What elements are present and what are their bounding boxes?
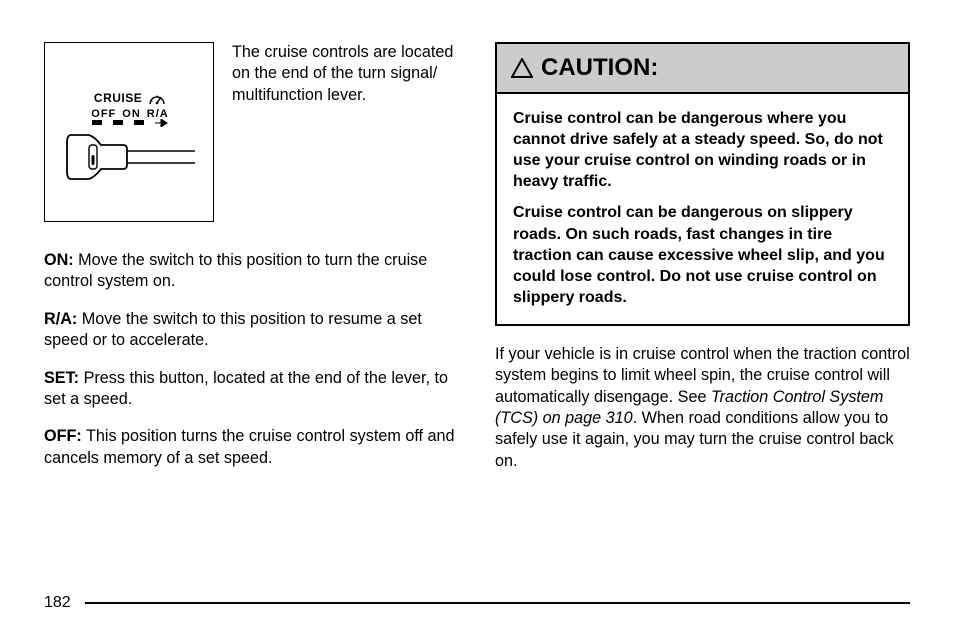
arrow-icon: [155, 119, 169, 127]
set-term: SET:: [44, 369, 79, 387]
left-column: CRUISE OFFONR/A: [44, 42, 459, 582]
set-desc: Press this button, located at the end of…: [44, 369, 448, 408]
diagram-intro-row: CRUISE OFFONR/A: [44, 42, 459, 222]
page-content: CRUISE OFFONR/A: [44, 42, 910, 582]
tick: [134, 120, 144, 125]
ra-desc: Move the switch to this position to resu…: [44, 310, 422, 349]
on-term: ON:: [44, 251, 74, 269]
caution-para-1: Cruise control can be dangerous where yo…: [513, 108, 892, 192]
caution-box: CAUTION: Cruise control can be dangerous…: [495, 42, 910, 326]
caution-header: CAUTION:: [497, 44, 908, 94]
off-desc: This position turns the cruise control s…: [44, 427, 455, 466]
set-definition: SET: Press this button, located at the e…: [44, 368, 459, 411]
lever-icon: [65, 129, 195, 187]
footer-rule: [85, 602, 910, 604]
cruise-word: CRUISE: [94, 91, 142, 105]
intro-paragraph: The cruise controls are located on the e…: [232, 42, 459, 222]
tick: [92, 120, 102, 125]
ra-definition: R/A: Move the switch to this position to…: [44, 309, 459, 352]
speedometer-icon: [148, 92, 166, 106]
diagram-title: CRUISE: [61, 91, 199, 106]
caution-title: CAUTION:: [541, 54, 658, 82]
caution-body: Cruise control can be dangerous where yo…: [497, 94, 908, 324]
off-term: OFF:: [44, 427, 82, 445]
caution-para-2: Cruise control can be dangerous on slipp…: [513, 202, 892, 308]
page-footer: 182: [44, 594, 910, 612]
on-label: ON: [122, 108, 141, 120]
off-label: OFF: [91, 108, 116, 120]
off-definition: OFF: This position turns the cruise cont…: [44, 426, 459, 469]
right-column: CAUTION: Cruise control can be dangerous…: [495, 42, 910, 582]
warning-triangle-icon: [511, 58, 533, 78]
on-definition: ON: Move the switch to this position to …: [44, 250, 459, 293]
cruise-diagram: CRUISE OFFONR/A: [44, 42, 214, 222]
diagram-inner: CRUISE OFFONR/A: [61, 91, 199, 187]
ra-term: R/A:: [44, 310, 77, 328]
on-desc: Move the switch to this position to turn…: [44, 251, 427, 290]
tick: [113, 120, 123, 125]
switch-ticks: [61, 120, 199, 127]
traction-paragraph: If your vehicle is in cruise control whe…: [495, 344, 910, 472]
page-number: 182: [44, 594, 71, 612]
switch-position-labels: OFFONR/A: [61, 108, 199, 120]
